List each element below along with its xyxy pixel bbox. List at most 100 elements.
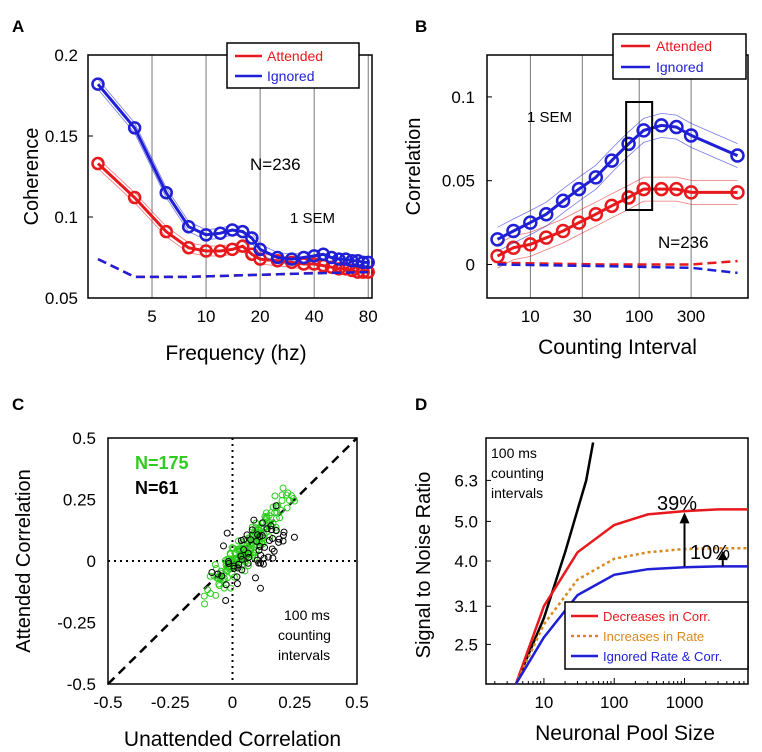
scatter-point — [219, 542, 227, 550]
scatter-point — [283, 504, 291, 512]
panel-letter: B — [415, 17, 427, 36]
y-tick-label: 0.2 — [54, 46, 78, 65]
y-tick-label: 0.05 — [442, 172, 475, 191]
data-point — [159, 185, 173, 200]
data-point — [339, 262, 353, 276]
scatter-point — [228, 544, 236, 552]
y-tick-label: 0.25 — [63, 491, 96, 510]
y-tick-label: 5.0 — [454, 512, 478, 531]
data-point — [181, 241, 196, 255]
y-tick-label: 0.1 — [54, 208, 78, 227]
plot-frame — [486, 54, 749, 299]
scatter-point — [222, 581, 230, 589]
scatter-point — [230, 562, 238, 570]
scatter-point — [272, 502, 280, 510]
x-tick-label: 0 — [228, 693, 237, 712]
scatter-point — [278, 496, 286, 504]
data-point — [270, 250, 285, 265]
legend-n-green: N=175 — [135, 453, 189, 473]
data-point — [324, 250, 339, 265]
data-point — [307, 249, 321, 263]
sem-band-line — [497, 176, 738, 245]
data-point — [571, 215, 587, 230]
scatter-point — [256, 542, 264, 550]
data-point — [253, 242, 267, 257]
x-axis-label: Counting Interval — [538, 336, 697, 359]
x-axis-label: Unattended Correlation — [124, 728, 341, 751]
data-point — [506, 223, 521, 239]
y-tick-label: 0.15 — [45, 127, 78, 146]
scatter-point — [243, 531, 251, 539]
scatter-point — [269, 554, 277, 562]
panel-a: A 5 10 20 40 80 0.05 0.1 0.15 0.2 Frequency (hz) Co… — [12, 17, 378, 365]
panel-b: B 10 30 100 300 0 0.05 0.1 Counting Interval Corr… — [403, 17, 749, 359]
orange-curve-line — [514, 546, 748, 685]
x-tick-label: 10 — [534, 693, 553, 712]
data-point — [199, 244, 213, 258]
x-axis-label: Frequency (hz) — [165, 342, 306, 365]
annotation-n: N=236 — [658, 233, 709, 252]
scatter-point — [201, 600, 209, 608]
scatter-point — [234, 537, 242, 545]
scatter-point — [237, 552, 245, 560]
legend-label: Decreases in Corr. — [603, 609, 711, 624]
data-point — [669, 181, 684, 197]
y-axis-label: Signal to Noise Ratio — [413, 472, 435, 659]
scatter-point — [265, 536, 273, 544]
y-tick-label: 0.5 — [72, 429, 96, 448]
panel-letter: C — [12, 395, 24, 414]
scatter-point — [255, 546, 263, 554]
scatter-point — [276, 514, 284, 522]
data-point — [588, 170, 604, 185]
scatter-point — [275, 538, 283, 546]
data-point — [253, 252, 267, 266]
data-point — [621, 190, 636, 205]
scatter-point — [280, 528, 288, 536]
data-point — [127, 121, 142, 135]
panel-letter: D — [415, 395, 427, 414]
dashed-baseline-line — [497, 259, 738, 266]
data-point — [213, 226, 228, 240]
x-tick-label: 40 — [305, 307, 324, 326]
legend-label: Ignored Rate & Corr. — [603, 649, 722, 664]
scatter-point — [289, 495, 297, 503]
scatter-point — [214, 570, 222, 578]
scatter-point — [277, 506, 285, 514]
scatter-point — [206, 572, 214, 580]
data-point — [621, 136, 636, 152]
scatter-point — [275, 535, 283, 543]
scatter-point — [224, 558, 232, 566]
data-point — [538, 206, 554, 222]
scatter-point — [245, 553, 253, 561]
scatter-point — [227, 584, 235, 592]
data-point — [235, 224, 250, 239]
y-tick-label: 0.1 — [451, 88, 475, 107]
x-tick-label: 30 — [573, 307, 592, 326]
scatter-point — [230, 564, 238, 572]
blue-curve-line — [514, 565, 748, 685]
annotation-sem: 1 SEM — [527, 109, 572, 126]
data-point — [199, 228, 213, 242]
data-point — [523, 215, 538, 230]
scatter-point — [215, 580, 223, 588]
x-tick-label: 10 — [521, 307, 540, 326]
legend-label: Increases in Rate — [603, 629, 704, 644]
arrowhead — [679, 512, 690, 524]
y-tick-label: 0 — [87, 552, 96, 571]
data-point — [588, 206, 604, 222]
scatter-point — [261, 543, 269, 551]
x-tick-label: 100 — [600, 693, 628, 712]
scatter-point — [264, 553, 272, 561]
highlight-box — [625, 101, 654, 211]
x-tick-label: 80 — [359, 307, 378, 326]
data-point — [356, 255, 370, 270]
x-axis-label: Neuronal Pool Size — [535, 722, 715, 745]
note-line: 100 ms — [491, 445, 537, 461]
scatter-point — [279, 484, 287, 492]
y-tick-label: 0.05 — [45, 289, 78, 308]
y-tick-label: 6.3 — [454, 471, 478, 490]
x-tick-label: 20 — [251, 307, 270, 326]
sem-band-line — [97, 88, 369, 268]
panel-letter: A — [12, 17, 24, 36]
data-point — [307, 257, 321, 271]
